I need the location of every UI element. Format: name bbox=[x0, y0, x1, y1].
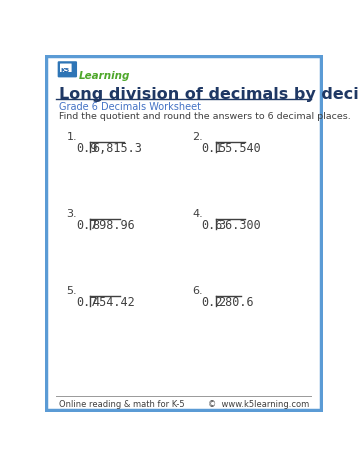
Text: 0.6: 0.6 bbox=[201, 218, 223, 231]
Text: 6,815.3: 6,815.3 bbox=[93, 141, 143, 154]
Text: 0.7: 0.7 bbox=[76, 218, 97, 231]
Text: 36.300: 36.300 bbox=[218, 218, 261, 231]
Text: 0.7: 0.7 bbox=[76, 295, 97, 308]
FancyBboxPatch shape bbox=[60, 64, 71, 73]
Text: K5: K5 bbox=[60, 68, 70, 73]
Text: Online reading & math for K-5: Online reading & math for K-5 bbox=[59, 399, 185, 408]
Text: 5.: 5. bbox=[66, 286, 77, 296]
Text: 898.96: 898.96 bbox=[93, 218, 135, 231]
Text: 55.540: 55.540 bbox=[218, 141, 261, 154]
Text: 3.: 3. bbox=[66, 209, 77, 219]
Text: 0.2: 0.2 bbox=[201, 295, 223, 308]
Text: 454.42: 454.42 bbox=[93, 295, 135, 308]
Text: 6.: 6. bbox=[192, 286, 203, 296]
Text: Grade 6 Decimals Worksheet: Grade 6 Decimals Worksheet bbox=[59, 102, 201, 112]
Text: Find the quotient and round the answers to 6 decimal places.: Find the quotient and round the answers … bbox=[59, 112, 351, 121]
Text: 4.: 4. bbox=[192, 209, 203, 219]
Text: Long division of decimals by decimals: Long division of decimals by decimals bbox=[59, 87, 359, 101]
Text: ©  www.k5learning.com: © www.k5learning.com bbox=[208, 399, 309, 408]
Text: 2.: 2. bbox=[192, 132, 203, 142]
Text: 0.1: 0.1 bbox=[201, 141, 223, 154]
Text: 280.6: 280.6 bbox=[218, 295, 254, 308]
FancyBboxPatch shape bbox=[46, 57, 321, 411]
Text: 1.: 1. bbox=[66, 132, 77, 142]
FancyBboxPatch shape bbox=[58, 62, 77, 78]
Text: Learning: Learning bbox=[79, 70, 130, 81]
Text: 0.9: 0.9 bbox=[76, 141, 97, 154]
